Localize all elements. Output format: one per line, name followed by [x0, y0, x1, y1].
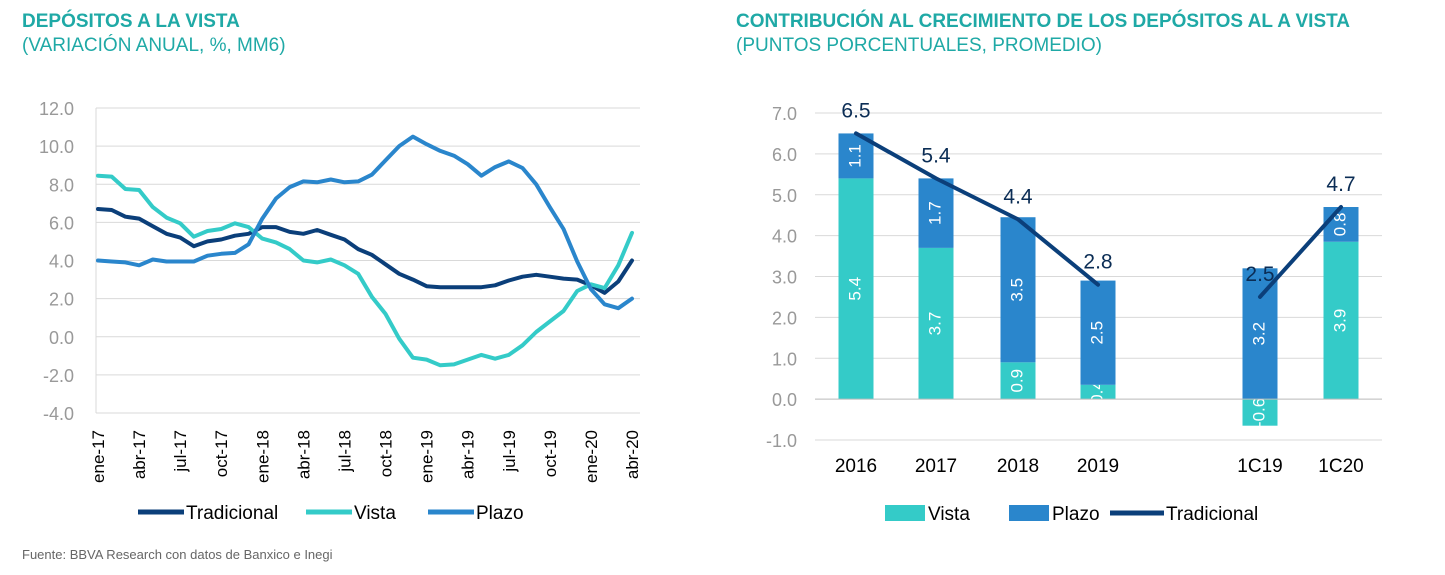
legend-swatch-plazo [1009, 505, 1049, 521]
bar-segment-plazo [918, 178, 954, 248]
left-chart-subtitle: (VARIACIÓN ANUAL, %, MM6) [22, 35, 286, 56]
x-tick-label: ene-20 [582, 430, 601, 483]
series-line-tradicional [96, 207, 634, 295]
x-tick-label: abr-19 [459, 430, 478, 479]
data-label-tradicional: 2.5 [1245, 263, 1274, 286]
series-line-plazo [96, 134, 634, 311]
data-label-tradicional: 6.5 [841, 99, 870, 122]
bar-segment-vista [1323, 241, 1359, 400]
data-label-plazo: 3.5 [1007, 278, 1026, 302]
data-label-vista: 5.4 [845, 277, 864, 301]
x-tick-label: 2019 [1077, 456, 1119, 477]
x-tick-label: jul-17 [171, 430, 190, 473]
x-tick-label: ene-19 [418, 430, 437, 483]
bar-segment-vista [838, 178, 874, 400]
y-tick-label: 2.0 [49, 290, 74, 310]
y-tick-label: 6.0 [772, 145, 797, 165]
x-tick-label: 1C19 [1237, 456, 1282, 477]
y-tick-label: 1.0 [772, 349, 797, 369]
bar-segment-vista [918, 247, 954, 400]
x-tick-label: abr-17 [130, 430, 149, 479]
series-line-tradicional [854, 131, 1100, 287]
data-label-tradicional: 2.8 [1083, 251, 1112, 274]
bar-segment-plazo [1242, 268, 1278, 400]
y-tick-label: 0.0 [772, 390, 797, 410]
x-tick-label: abr-18 [294, 430, 313, 479]
data-label-vista: -0.6 [1249, 398, 1268, 427]
data-label-plazo: 0.8 [1330, 213, 1349, 237]
y-tick-label: 8.0 [49, 175, 74, 195]
y-tick-label: 0.0 [49, 328, 74, 348]
data-label-plazo: 1.7 [925, 201, 944, 225]
x-tick-label: 1C20 [1318, 456, 1363, 477]
legend-label-vista: Vista [928, 504, 970, 525]
y-tick-label: 4.0 [772, 227, 797, 247]
y-tick-label: 2.0 [772, 308, 797, 328]
y-tick-label: -4.0 [43, 404, 74, 424]
left-chart-title: DEPÓSITOS A LA VISTA [22, 11, 240, 32]
data-label-vista: 0.4 [1087, 380, 1106, 404]
x-tick-label: abr-20 [623, 430, 642, 479]
y-tick-label: 7.0 [772, 104, 797, 124]
x-tick-label: ene-17 [89, 430, 108, 483]
bar-segment-plazo [1000, 217, 1036, 363]
x-tick-label: jul-18 [335, 430, 354, 473]
y-tick-label: 3.0 [772, 268, 797, 288]
legend-label-tradicional: Tradicional [186, 503, 278, 524]
legend-label-plazo: Plazo [476, 503, 524, 524]
y-tick-label: 5.0 [772, 186, 797, 206]
y-tick-label: 12.0 [39, 99, 74, 119]
bar-segment-plazo [1323, 207, 1359, 242]
x-tick-label: oct-19 [541, 430, 560, 477]
data-label-plazo: 3.2 [1249, 322, 1268, 346]
x-tick-label: 2018 [997, 456, 1039, 477]
legend-label-plazo: Plazo [1052, 504, 1100, 525]
right-chart-title: CONTRIBUCIÓN AL CRECIMIENTO DE LOS DEPÓS… [736, 11, 1351, 32]
x-tick-label: 2017 [915, 456, 957, 477]
bar-segment-vista [1242, 399, 1278, 426]
bar-segment-plazo [1080, 280, 1116, 385]
x-tick-label: oct-17 [212, 430, 231, 477]
y-tick-label: 10.0 [39, 137, 74, 157]
data-label-vista: 0.9 [1007, 369, 1026, 393]
y-tick-label: -1.0 [766, 431, 797, 451]
x-tick-label: jul-19 [500, 430, 519, 473]
data-label-vista: 3.9 [1330, 309, 1349, 333]
data-label-plazo: 1.1 [845, 144, 864, 168]
y-tick-label: 6.0 [49, 213, 74, 233]
legend-label-tradicional: Tradicional [1166, 504, 1258, 525]
x-tick-label: oct-18 [377, 430, 396, 477]
left-line-chart: 12.0 10.0 8.0 6.0 4.0 2.0 0.0 -2.0 -4.0 ene-17 abr… [39, 99, 642, 524]
y-tick-label: 4.0 [49, 252, 74, 272]
data-label-tradicional: 4.7 [1326, 173, 1355, 196]
source-note: Fuente: BBVA Research con datos de Banxi… [22, 547, 333, 562]
bar-segment-vista [1080, 384, 1116, 400]
right-chart-subtitle: (PUNTOS PORCENTUALES, PROMEDIO) [736, 35, 1102, 56]
data-label-tradicional: 5.4 [921, 144, 951, 167]
data-label-tradicional: 4.4 [1003, 185, 1033, 208]
x-tick-label: 2016 [835, 456, 877, 477]
series-line-tradicional [1258, 205, 1343, 299]
x-tick-label: ene-18 [253, 430, 272, 483]
legend-label-vista: Vista [354, 503, 396, 524]
data-label-vista: 3.7 [925, 312, 944, 336]
bar-segment-vista [1000, 362, 1036, 400]
legend-swatch-vista [885, 505, 925, 521]
data-label-plazo: 2.5 [1087, 321, 1106, 345]
series-line-vista [96, 173, 634, 368]
y-tick-label: -2.0 [43, 366, 74, 386]
